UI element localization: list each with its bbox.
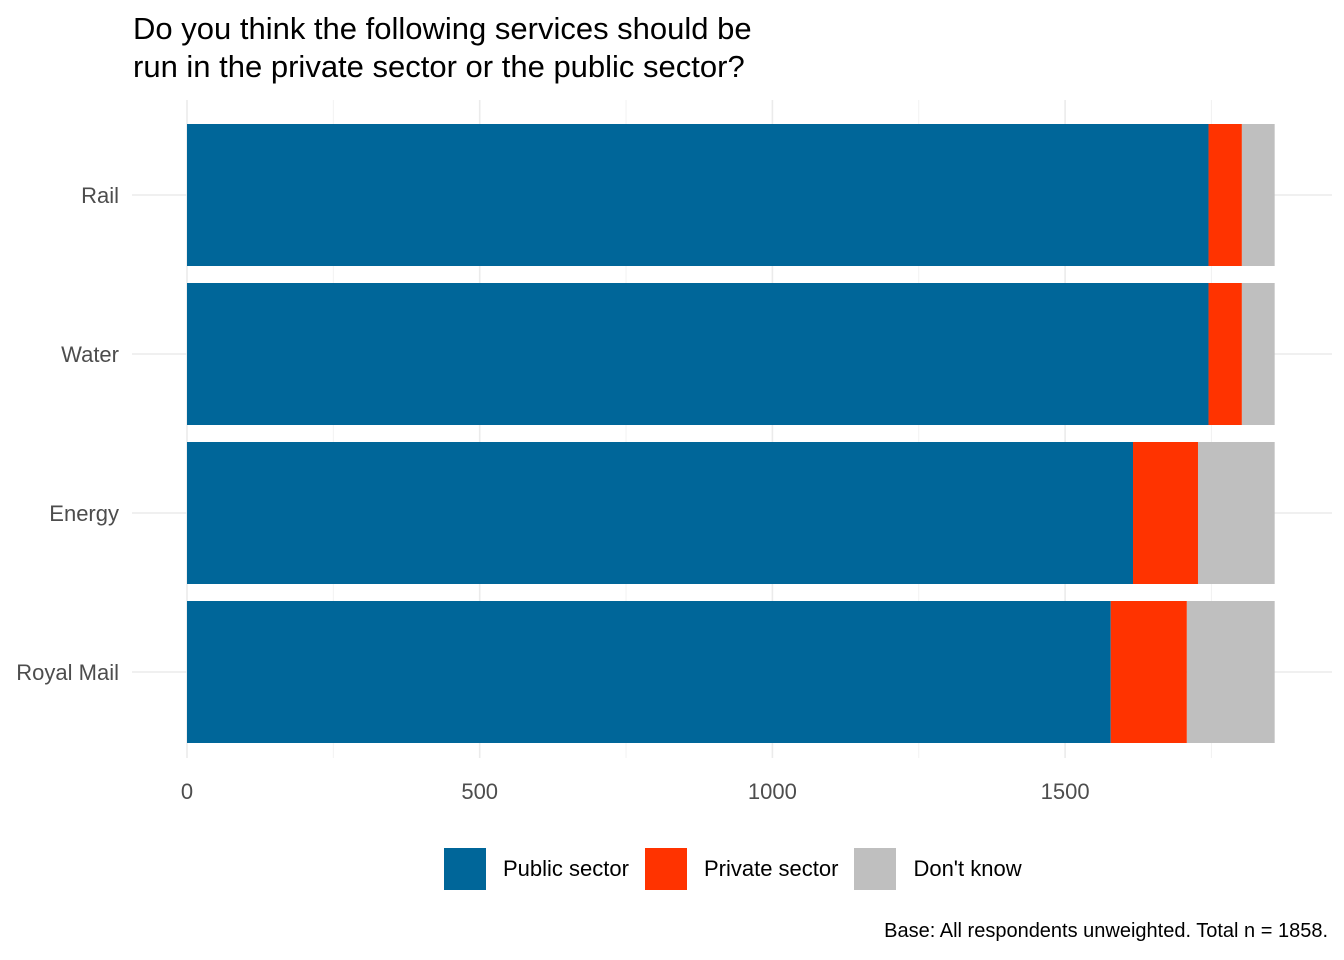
bar-water-private-sector: [1208, 283, 1242, 425]
y-tick-label: Royal Mail: [16, 660, 119, 685]
bar-royal-mail-private-sector: [1110, 601, 1187, 743]
x-tick-label: 1500: [1041, 779, 1090, 804]
bar-water-public-sector: [187, 283, 1209, 425]
bar-royal-mail-don-t-know: [1186, 601, 1275, 743]
legend-label-public-sector: Public sector: [503, 856, 629, 881]
legend-label-private-sector: Private sector: [703, 856, 839, 881]
chart-caption: Base: All respondents unweighted. Total …: [884, 920, 1328, 942]
legend-item-public-sector: Public sector: [444, 848, 629, 890]
y-tick-label: Energy: [49, 501, 119, 526]
legend-label-dont-know: Don't know: [913, 856, 1022, 881]
bar-energy-don-t-know: [1197, 442, 1275, 584]
bar-water-don-t-know: [1241, 283, 1275, 425]
x-tick-label: 1000: [748, 779, 797, 804]
bar-rail-don-t-know: [1241, 124, 1275, 266]
y-tick-label: Water: [61, 342, 119, 367]
bar-energy-public-sector: [187, 442, 1134, 584]
chart-title-line-2: run in the private sector or the public …: [133, 49, 745, 84]
legend-swatch-private-sector: [644, 848, 687, 890]
x-tick-label: 0: [181, 779, 193, 804]
x-tick-label: 500: [461, 779, 498, 804]
chart-title: Do you think the following services shou…: [133, 10, 1033, 86]
bar-rail-public-sector: [187, 124, 1209, 266]
legend-item-private-sector: Private sector: [644, 848, 839, 890]
axis-labels: Rail Water Energy Royal Mail 0 500 1000 1500: [16, 183, 1089, 804]
legend-item-dont-know: Don't know: [854, 848, 1022, 890]
bars: [187, 124, 1275, 743]
legend-swatch-dont-know: [854, 848, 897, 890]
chart-title-line-1: Do you think the following services shou…: [133, 11, 752, 46]
bar-rail-private-sector: [1208, 124, 1242, 266]
legend-swatch-public-sector: [444, 848, 486, 890]
bar-royal-mail-public-sector: [187, 601, 1111, 743]
legend: Public sector Private sector Don't know: [444, 848, 1038, 890]
y-tick-label: Rail: [81, 183, 119, 208]
bar-energy-private-sector: [1133, 442, 1198, 584]
